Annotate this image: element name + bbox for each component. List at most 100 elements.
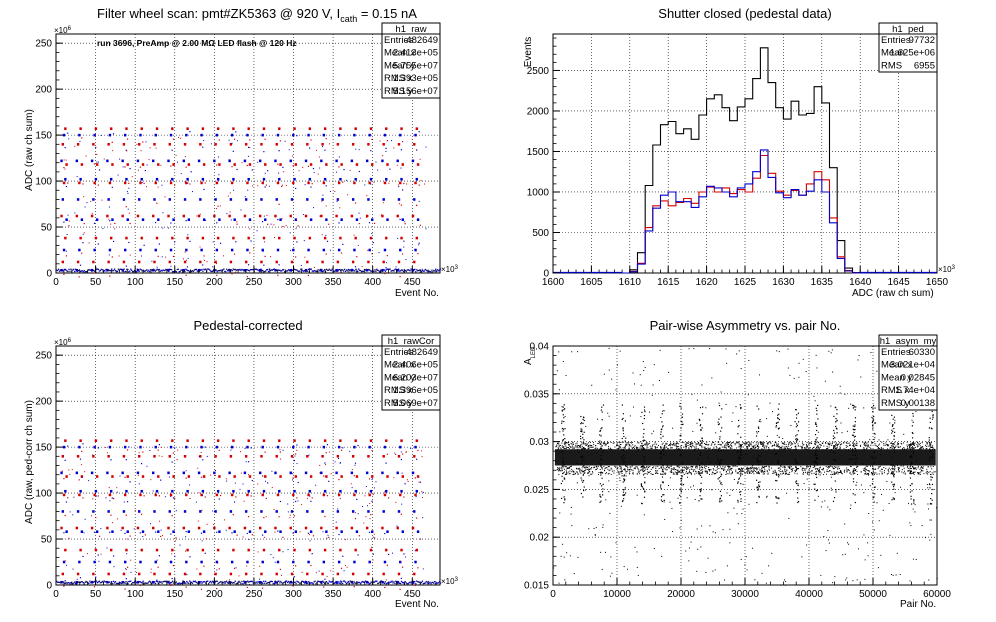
event-point (390, 140, 392, 142)
event-point (139, 532, 141, 534)
asym-point (617, 441, 619, 443)
asym-point (799, 445, 801, 447)
asym-point (901, 469, 903, 471)
baseline-point (288, 269, 291, 272)
event-point (67, 497, 69, 499)
event-point (282, 551, 284, 553)
event-point (342, 447, 344, 449)
baseline-point (101, 269, 103, 271)
event-point (205, 538, 208, 540)
event-point (157, 449, 159, 451)
baseline-point (401, 269, 404, 271)
event-point (353, 181, 356, 185)
event-point (167, 526, 170, 530)
event-point (415, 177, 419, 181)
asym-point (872, 465, 874, 467)
baseline-point (320, 268, 322, 271)
asym-point (570, 465, 572, 467)
event-point (123, 248, 127, 252)
asym-point (568, 444, 570, 446)
event-point (124, 588, 126, 590)
baseline-point (130, 580, 132, 582)
event-point (243, 580, 247, 584)
x-tick-label: 0 (53, 277, 59, 288)
asym-point (724, 466, 726, 468)
baseline-point (223, 582, 225, 584)
event-point (293, 439, 296, 442)
baseline-point (177, 583, 179, 585)
asym-point (610, 473, 612, 475)
baseline-point (362, 581, 365, 583)
event-point (293, 127, 296, 130)
asym-spike-point (642, 440, 644, 442)
event-point (203, 565, 205, 567)
x-tick-label: 300 (285, 277, 302, 288)
baseline-point (156, 580, 159, 583)
asym-spike-point (660, 499, 662, 501)
asym-point (643, 473, 645, 475)
baseline-point (346, 582, 349, 584)
asym-point (574, 473, 576, 475)
event-point (201, 495, 203, 497)
asym-point (790, 442, 792, 444)
event-point (170, 584, 172, 587)
asym-point (822, 442, 824, 444)
asym-point (904, 473, 906, 475)
event-point (100, 553, 102, 555)
event-point (153, 198, 156, 201)
baseline-point (148, 269, 150, 271)
x-tick-label: 350 (325, 589, 342, 600)
baseline-point (279, 269, 281, 271)
asym-point (578, 445, 580, 447)
asym-spike-point (600, 465, 602, 467)
event-point (180, 173, 182, 175)
asym-point (724, 466, 726, 468)
baseline-point (191, 582, 194, 584)
baseline-point (357, 582, 359, 584)
asym-point (774, 443, 776, 445)
baseline-point (347, 268, 349, 271)
baseline-point (208, 269, 211, 271)
asym-spike-point (662, 494, 664, 496)
event-point (105, 497, 107, 499)
asym-point (839, 446, 841, 448)
asym-point (864, 444, 866, 446)
asym-spike-point (699, 407, 702, 409)
baseline-point (310, 582, 312, 584)
event-point (143, 495, 145, 497)
asym-point (888, 471, 890, 473)
event-point (72, 514, 74, 516)
event-point (304, 471, 308, 475)
baseline-point (80, 270, 83, 272)
asym-point (763, 473, 765, 475)
event-point (216, 177, 220, 181)
asym-point (920, 467, 922, 469)
asym-point (865, 445, 867, 447)
asym-point (794, 469, 796, 471)
baseline-point (227, 582, 230, 585)
asym-point (633, 447, 635, 449)
baseline-point (116, 582, 119, 585)
baseline-point (132, 270, 135, 273)
baseline-point (250, 269, 253, 271)
asym-point (628, 449, 630, 451)
asym-point (706, 470, 708, 472)
event-point (61, 455, 65, 458)
asym-point (887, 448, 889, 450)
asym-spike-point (738, 457, 741, 459)
event-point (218, 498, 220, 500)
asym-point (577, 473, 579, 475)
event-point (403, 246, 405, 248)
asym-point (683, 474, 685, 476)
asym-spike-point (660, 437, 662, 439)
event-point (78, 248, 81, 252)
baseline-point (181, 269, 183, 271)
event-point (173, 163, 175, 165)
event-point (215, 248, 219, 252)
event-point (250, 495, 252, 497)
asym-spike-point (601, 419, 603, 421)
event-point (345, 539, 347, 541)
asym-point (579, 469, 581, 471)
asym-point (576, 467, 578, 469)
event-point (76, 176, 78, 178)
